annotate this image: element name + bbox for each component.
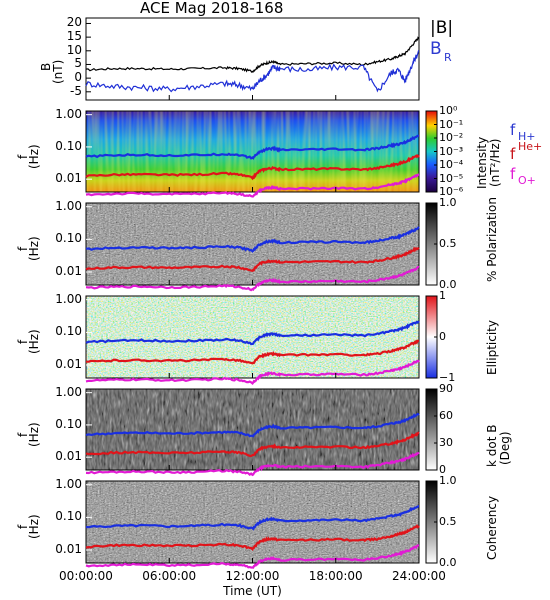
colorbar-tick-label: 1.0 [439, 474, 457, 487]
freq-ytick-label: 0.10 [55, 509, 82, 524]
b-yunit: (nT) [51, 59, 65, 84]
freq-yunit: (Hz) [27, 236, 41, 261]
freq-ytick-label: 0.10 [55, 324, 82, 339]
colorbar-label: Coherency [485, 495, 499, 560]
freq-yunit: (Hz) [27, 422, 41, 447]
colorbar-unit: (nT²/Hz) [488, 138, 502, 187]
freq-yunit: (Hz) [27, 514, 41, 539]
legend-br: B [430, 39, 442, 59]
colorbar-unit: (Deg) [498, 431, 512, 465]
colorbar-tick-label: 10⁰ [439, 104, 458, 117]
colorbar-tick-label: 10⁻² [439, 131, 464, 144]
fH-line [85, 134, 420, 160]
fH-line [85, 505, 420, 531]
colorbar-label: % Polarization [485, 197, 499, 282]
x-axis-label: Time (UT) [223, 584, 282, 598]
colorbar-label: Intensity [475, 136, 489, 189]
colorbar-tick-label: 0.0 [439, 278, 457, 291]
freq-yunit: (Hz) [27, 144, 41, 169]
colorbar-tick-label: 10⁻¹ [439, 117, 464, 131]
chart-title: ACE Mag 2018-168 [140, 0, 284, 17]
freq-ytick-label: 0.01 [55, 264, 82, 278]
colorbar-tick-label: 60 [439, 409, 453, 422]
xtick-label: 00:00:00 [59, 569, 113, 583]
legend-bmag: |B| [430, 18, 454, 38]
fO-line [85, 265, 420, 292]
legend-fH-sub: H+ [518, 130, 536, 143]
legend-fO-sub: O+ [518, 174, 536, 187]
colorbar-tick-label: 0 [439, 463, 446, 476]
freq-ytick-label: 0.10 [55, 416, 82, 431]
b-ytick-label: 10 [66, 42, 82, 57]
freq-ytick-label: 0.01 [55, 449, 82, 464]
bmag-line [85, 36, 420, 74]
colorbar-tick-label: 90 [439, 382, 453, 395]
colorbar-tick-label: 10⁻⁶ [439, 185, 464, 198]
kdotb-spectrogram [86, 389, 419, 470]
colorbar-tick-label: 30 [439, 436, 453, 449]
xtick-label: 12:00:00 [225, 569, 280, 583]
freq-ytick-label: 1.00 [55, 291, 82, 306]
legend-fHe-sup: He+ [518, 140, 543, 153]
br-line [85, 50, 420, 93]
fH-line [85, 226, 420, 253]
freq-ytick-label: 0.01 [55, 357, 82, 371]
b-ytick-label: 0 [74, 70, 82, 85]
b-ytick-label: 5 [74, 56, 82, 71]
legend-fO: f [510, 165, 516, 183]
xtick-label: 24:00:00 [392, 569, 446, 583]
b-ytick-label: 15 [66, 29, 82, 44]
b-field-frame [85, 17, 420, 101]
fHe-line [85, 154, 420, 181]
gray-spectrogram [86, 481, 419, 563]
xtick-label: 06:00:00 [142, 569, 197, 583]
colorbar [425, 388, 438, 471]
b-ytick-label: -5 [70, 83, 82, 98]
freq-ytick-label: 1.00 [55, 106, 82, 121]
colorbar-tick-label: 10⁻⁵ [439, 171, 464, 185]
xtick-label: 18:00:00 [308, 569, 363, 583]
colorbar-label: Ellipticity [485, 320, 499, 375]
freq-ytick-label: 1.00 [55, 198, 82, 213]
freq-ytick-label: 0.10 [55, 138, 82, 153]
fHe-line [85, 523, 420, 551]
fHe-line [85, 431, 420, 458]
colorbar-label: k dot B [485, 424, 499, 467]
fO-line [85, 451, 420, 477]
legend-fHe: f [510, 145, 516, 163]
colorbar-tick-label: 0.5 [439, 515, 457, 528]
freq-ytick-label: 1.00 [55, 384, 82, 399]
fHe-line [85, 339, 420, 365]
colorbar-tick-label: 10⁻⁴ [439, 158, 464, 171]
freq-ytick-label: 0.01 [55, 171, 82, 186]
colorbar-tick-label: 1.0 [439, 196, 457, 209]
ellipticity-spectrogram [86, 296, 419, 378]
fO-line [85, 359, 420, 385]
freq-ytick-label: 1.00 [55, 476, 82, 491]
panels-layer [85, 17, 438, 569]
fH-line [85, 412, 420, 438]
colorbar-tick-label: 0.5 [439, 237, 457, 250]
b-ytick-label: 20 [66, 15, 82, 30]
freq-yunit: (Hz) [27, 329, 41, 354]
fO-line [85, 173, 420, 198]
colorbar-tick-label: −1 [439, 371, 456, 384]
fHe-line [85, 246, 420, 272]
legend-fH: f [510, 121, 516, 139]
fH-line [85, 320, 420, 346]
colorbar-tick-label: 10⁻³ [439, 144, 464, 158]
colorbar-tick-label: 0.0 [439, 556, 457, 569]
freq-ytick-label: 0.01 [55, 542, 82, 556]
legend-br-sub: R [444, 51, 452, 64]
colorbar-tick-label: 1 [439, 289, 446, 302]
colorbar-tick-label: 0 [439, 330, 446, 343]
fO-line [85, 544, 420, 569]
freq-ytick-label: 0.10 [55, 231, 82, 246]
